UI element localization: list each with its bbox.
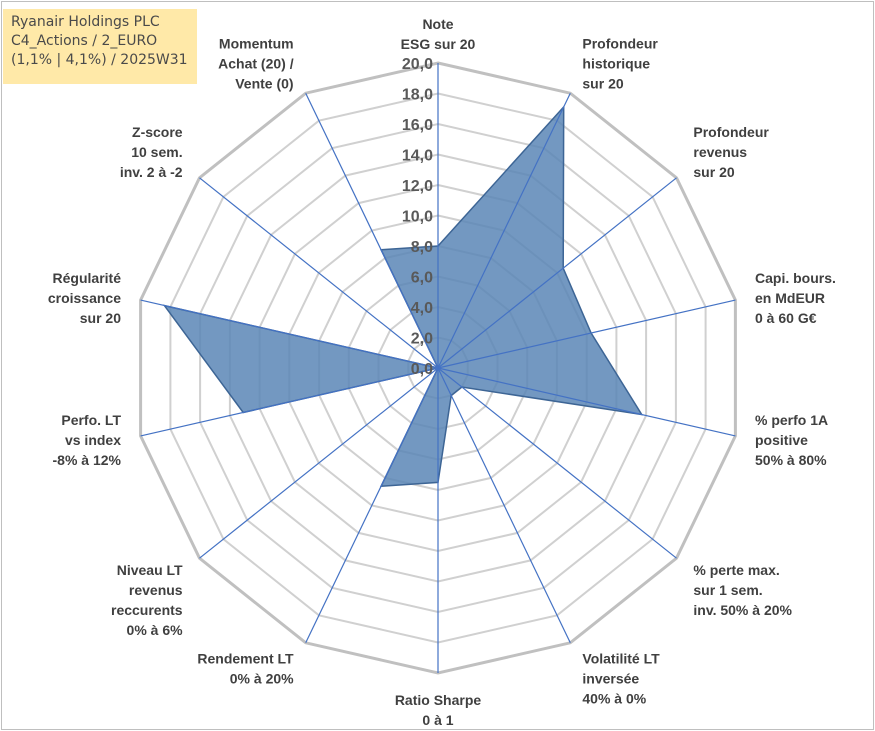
axis-spoke (437, 177, 677, 369)
axis-label: Volatilité LT inversée 40% à 0% (582, 650, 660, 706)
axis-label: Régularité croissance sur 20 (48, 270, 121, 326)
axis-label-line: en MdEUR (755, 290, 825, 306)
axis-label-line: sur 20 (582, 76, 623, 92)
axis-label: Perfo. LT vs index -8% à 12% (53, 412, 122, 468)
radar-spokes (140, 63, 736, 673)
axis-label-line: 0% à 20% (230, 670, 294, 686)
axis-label-line: revenus (693, 144, 747, 160)
axis-label-line: Volatilité LT (582, 650, 660, 666)
axis-label-line: historique (582, 56, 650, 72)
axis-label-line: Z-score (132, 124, 183, 140)
axis-label-line: sur 20 (80, 310, 121, 326)
axis-label-line: sur 1 sem. (693, 582, 762, 598)
axis-label-line: Profondeur (582, 36, 658, 52)
tick-label: 2,0 (411, 331, 433, 348)
axis-label-line: ESG sur 20 (401, 36, 476, 52)
axis-spoke (199, 367, 439, 559)
axis-label-line: Note (422, 16, 453, 32)
axis-label-line: Achat (20) / (218, 56, 294, 72)
axis-label-line: 0 à 1 (422, 712, 453, 728)
axis-label-line: positive (755, 432, 808, 448)
title-line-2: C4_Actions / 2_EURO (11, 33, 158, 49)
axis-label-line: croissance (48, 290, 121, 306)
axis-label-line: inv. 2 à -2 (120, 164, 183, 180)
axis-label-line: Régularité (53, 270, 122, 286)
tick-label: 10,0 (402, 209, 433, 226)
axis-spoke (140, 367, 439, 437)
tick-label: 18,0 (402, 87, 433, 104)
axis-label-line: 10 sem. (131, 144, 182, 160)
tick-label: 4,0 (411, 300, 433, 317)
tick-label: 14,0 (402, 148, 433, 165)
radar-axis-labels: Note ESG sur 20 Profondeur historique sur 20… (48, 16, 836, 728)
axis-label: Profondeur revenus sur 20 (693, 124, 769, 180)
axis-spoke (437, 299, 736, 369)
axis-label-line: 50% à 80% (755, 452, 827, 468)
axis-label: Ratio Sharpe 0 à 1 (395, 692, 482, 728)
axis-label-line: revenus (129, 582, 183, 598)
axis-label: Rendement LT 0% à 20% (197, 650, 294, 686)
axis-label-line: inversée (582, 670, 639, 686)
axis-label-line: inv. 50% à 20% (693, 602, 792, 618)
axis-label-line: Niveau LT (117, 562, 183, 578)
axis-label-line: 40% à 0% (582, 690, 646, 706)
axis-label-line: Profondeur (693, 124, 769, 140)
title-line-1: Ryanair Holdings PLC (11, 14, 160, 30)
axis-label: Note ESG sur 20 (401, 16, 476, 52)
tick-label: 16,0 (402, 117, 433, 134)
axis-label: Capi. bours. en MdEUR 0 à 60 G€ (755, 270, 836, 326)
axis-label-line: % perte max. (693, 562, 779, 578)
radar-tick-labels: 0,0 2,0 4,0 6,0 8,0 10,0 12,0 14,0 16,0 18,0 20,0 (402, 56, 433, 378)
axis-label: % perte max. sur 1 sem. inv. 50% à 20% (693, 562, 792, 618)
axis-label-line: 0% à 6% (127, 622, 184, 638)
title-line-3: (1,1% | 4,1%) / 2025W31 (11, 52, 188, 68)
axis-label-line: 0 à 60 G€ (755, 310, 817, 326)
axis-label-line: Perfo. LT (61, 412, 121, 428)
axis-spoke (305, 92, 439, 369)
axis-spoke (437, 367, 677, 559)
axis-label-line: vs index (65, 432, 121, 448)
axis-label-line: -8% à 12% (53, 452, 122, 468)
axis-label-line: Ratio Sharpe (395, 692, 482, 708)
axis-label-line: Momentum (219, 36, 294, 52)
chart-title-box: Ryanair Holdings PLC C4_Actions / 2_EURO… (3, 9, 197, 84)
axis-spoke (305, 367, 439, 644)
axis-label-line: Vente (0) (235, 76, 293, 92)
axis-label-line: % perfo 1A (755, 412, 828, 428)
axis-label-line: reccurents (111, 602, 183, 618)
axis-label: Profondeur historique sur 20 (582, 36, 658, 92)
axis-spoke (140, 299, 439, 369)
axis-spoke (437, 367, 571, 644)
tick-label: 8,0 (411, 239, 433, 256)
axis-spoke (199, 177, 439, 369)
axis-label: Z-score 10 sem. inv. 2 à -2 (120, 124, 183, 180)
axis-label-line: sur 20 (693, 164, 734, 180)
tick-label: 6,0 (411, 270, 433, 287)
axis-label-line: Capi. bours. (755, 270, 836, 286)
tick-label: 20,0 (402, 56, 433, 73)
axis-label-line: Rendement LT (197, 650, 294, 666)
tick-label: 12,0 (402, 178, 433, 195)
tick-label: 0,0 (411, 361, 433, 378)
axis-label: Momentum Achat (20) / Vente (0) (218, 36, 294, 92)
axis-spoke (437, 92, 571, 369)
axis-label: Niveau LT revenus reccurents 0% à 6% (111, 562, 183, 638)
axis-label: % perfo 1A positive 50% à 80% (755, 412, 828, 468)
axis-spoke (437, 367, 736, 437)
